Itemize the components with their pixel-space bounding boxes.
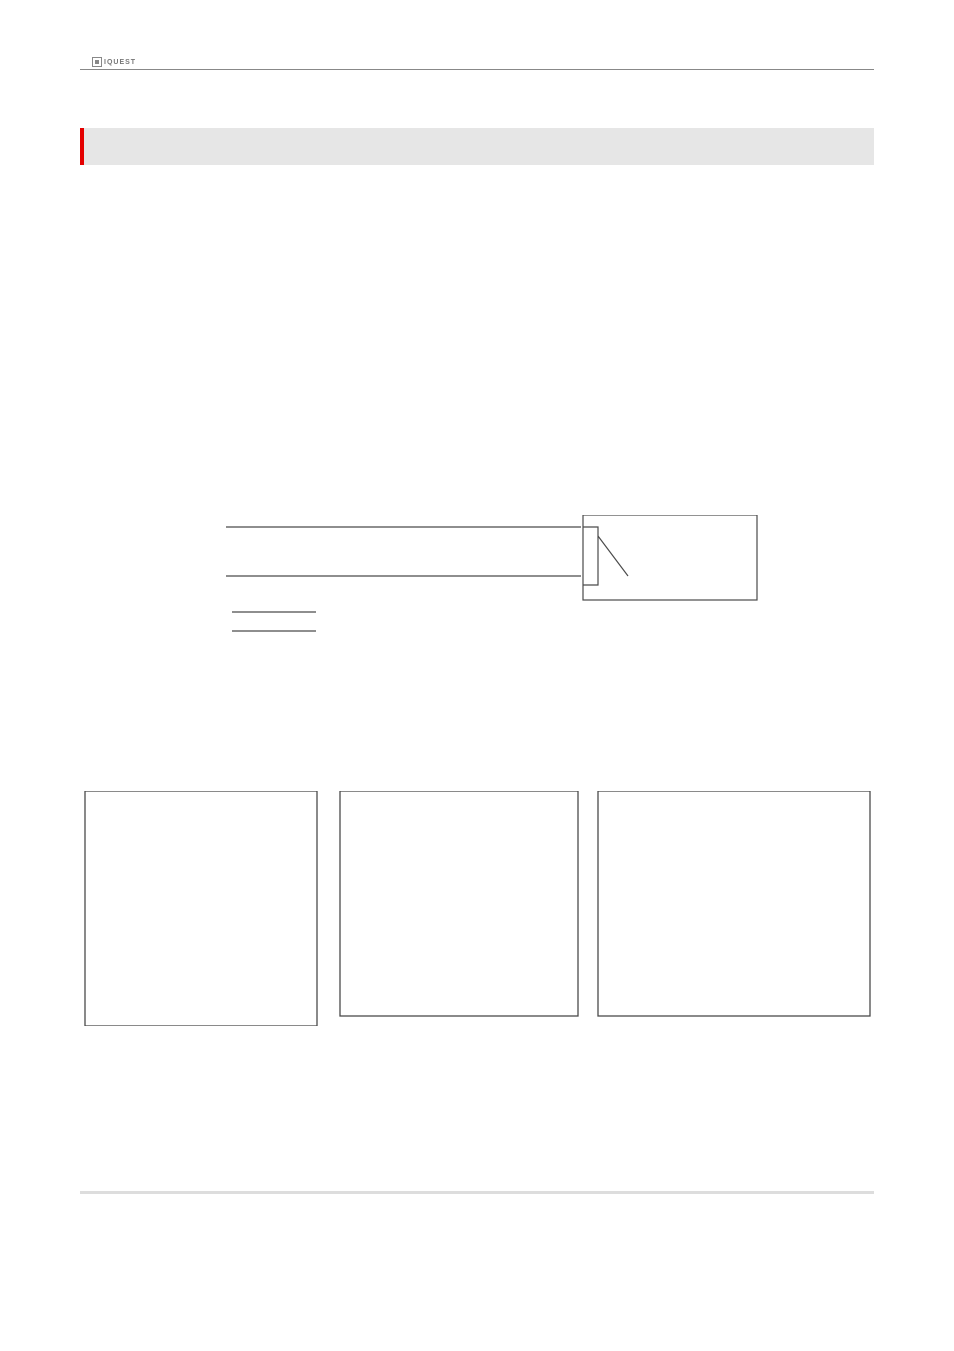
page: IQUEST [0, 0, 954, 1351]
logo-icon [92, 57, 102, 67]
logo: IQUEST [92, 57, 136, 67]
section-title-bar [80, 128, 874, 165]
diagram-panels [80, 791, 874, 1026]
section-accent [80, 128, 84, 165]
footer-rule [80, 1191, 874, 1194]
header-rule [80, 69, 874, 70]
diagram-wiring [226, 515, 766, 640]
logo-text: IQUEST [104, 59, 136, 66]
